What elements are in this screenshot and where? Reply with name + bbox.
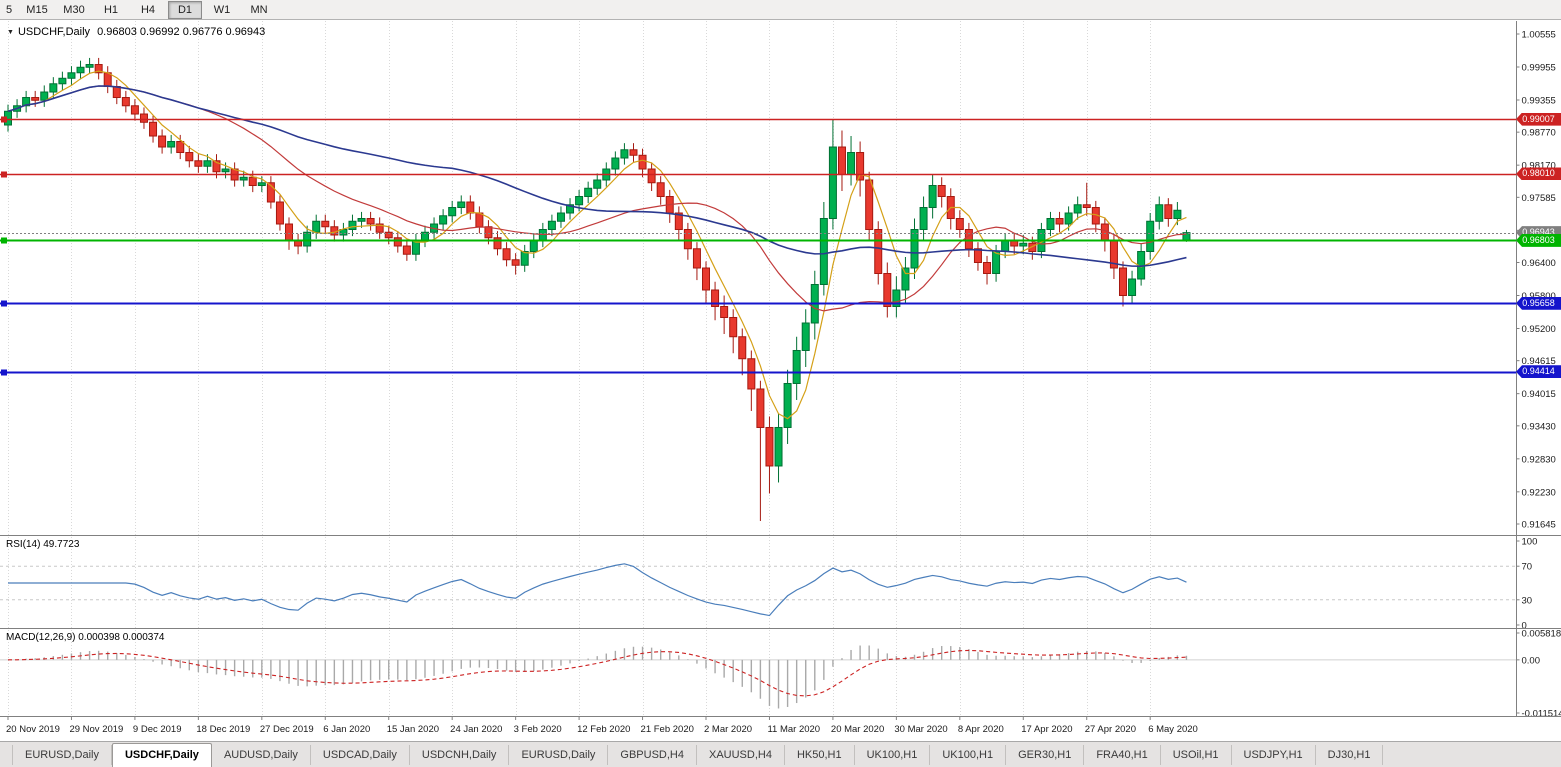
svg-text:0.93430: 0.93430 <box>1522 421 1556 432</box>
svg-text:24 Jan 2020: 24 Jan 2020 <box>450 724 502 735</box>
timeframe-button-h1[interactable]: H1 <box>103 3 119 16</box>
svg-text:0.94615: 0.94615 <box>1522 356 1556 367</box>
svg-text:0.95800: 0.95800 <box>1522 291 1556 302</box>
chart-tab-gbpusd-h4[interactable]: GBPUSD,H4 <box>608 745 697 765</box>
svg-text:20 Nov 2019: 20 Nov 2019 <box>6 724 60 735</box>
timeframe-button-w1[interactable]: W1 <box>213 3 231 16</box>
chart-tab-ger30-h1[interactable]: GER30,H1 <box>1006 745 1085 765</box>
svg-text:6 Jan 2020: 6 Jan 2020 <box>323 724 370 735</box>
svg-text:1.00555: 1.00555 <box>1522 30 1556 41</box>
svg-text:0.94015: 0.94015 <box>1522 389 1556 400</box>
svg-text:30 Mar 2020: 30 Mar 2020 <box>894 724 947 735</box>
rsi-line <box>8 563 1187 617</box>
chart-tab-uk100-h1[interactable]: UK100,H1 <box>855 745 931 765</box>
horizontal-levels-layer <box>0 116 1516 376</box>
chart-tab-usdjpy-h1[interactable]: USDJPY,H1 <box>1232 745 1316 765</box>
chart-tab-usdchf-daily[interactable]: USDCHF,Daily <box>111 743 212 767</box>
svg-text:30: 30 <box>1522 595 1533 606</box>
svg-text:12 Feb 2020: 12 Feb 2020 <box>577 724 630 735</box>
chart-tab-usdcnh-daily[interactable]: USDCNH,Daily <box>410 745 510 765</box>
svg-text:0: 0 <box>1522 621 1527 632</box>
chart-area[interactable]: 1.00555 0.99955 0.99355 0.98770 0.98170 0.975… <box>0 21 1561 741</box>
chart-tab-dj30-h1[interactable]: DJ30,H1 <box>1316 745 1384 765</box>
price-chart[interactable]: 1.00555 0.99955 0.99355 0.98770 0.98170 0.975… <box>0 21 1561 741</box>
chart-tab-xauusd-h4[interactable]: XAUUSD,H4 <box>697 745 785 765</box>
svg-text:11 Mar 2020: 11 Mar 2020 <box>767 724 820 735</box>
timeframe-button-h4[interactable]: H4 <box>140 3 156 16</box>
svg-text:0.97585: 0.97585 <box>1522 193 1556 204</box>
svg-text:100: 100 <box>1522 537 1538 548</box>
timeframe-button-mn[interactable]: MN <box>250 3 268 16</box>
svg-text:9 Dec 2019: 9 Dec 2019 <box>133 724 182 735</box>
svg-text:0.96400: 0.96400 <box>1522 258 1556 269</box>
svg-text:0.99355: 0.99355 <box>1522 95 1556 106</box>
chart-tab-eurusd-daily[interactable]: EURUSD,Daily <box>509 745 609 765</box>
timeframe-button-5[interactable]: 5 <box>5 3 13 16</box>
svg-text:27 Apr 2020: 27 Apr 2020 <box>1085 724 1136 735</box>
chart-tab-bar: EURUSD,Daily USDCHF,Daily AUDUSD,Daily USDC… <box>0 741 1561 767</box>
ma-line-fast <box>7 70 1187 420</box>
timeframe-button-m15[interactable]: M15 <box>26 3 48 16</box>
macd-signal-line <box>7 649 1187 697</box>
svg-text:0.005818: 0.005818 <box>1522 629 1561 640</box>
time-axis-labels: 20 Nov 2019 29 Nov 2019 9 Dec 2019 18 Dec 2… <box>6 717 1198 735</box>
chart-background <box>0 21 1561 741</box>
chart-tab-usoil-h1[interactable]: USOil,H1 <box>1161 745 1232 765</box>
svg-text:0.00: 0.00 <box>1522 655 1541 666</box>
timeframe-toolbar: 5 M15 M30 H1 H4 D1 W1 MN <box>0 0 1561 20</box>
svg-text:17 Apr 2020: 17 Apr 2020 <box>1021 724 1072 735</box>
svg-text:20 Mar 2020: 20 Mar 2020 <box>831 724 884 735</box>
chart-tab-usdcad-daily[interactable]: USDCAD,Daily <box>311 745 410 765</box>
svg-text:27 Dec 2019: 27 Dec 2019 <box>260 724 314 735</box>
chart-tab-fra40-h1[interactable]: FRA40,H1 <box>1084 745 1161 765</box>
svg-text:29 Nov 2019: 29 Nov 2019 <box>69 724 123 735</box>
svg-text:-0.011514: -0.011514 <box>1522 709 1561 720</box>
chart-tab-audusd-daily[interactable]: AUDUSD,Daily <box>212 745 311 765</box>
svg-text:0.98770: 0.98770 <box>1522 128 1556 139</box>
timeframe-button-d1[interactable]: D1 <box>168 0 202 19</box>
svg-text:21 Feb 2020: 21 Feb 2020 <box>641 724 694 735</box>
svg-text:0.91645: 0.91645 <box>1522 519 1556 530</box>
chart-tab-hk50-h1[interactable]: HK50,H1 <box>785 745 855 765</box>
svg-text:6 May 2020: 6 May 2020 <box>1148 724 1198 735</box>
svg-text:0.92830: 0.92830 <box>1522 454 1556 465</box>
timeframe-button-m30[interactable]: M30 <box>63 3 85 16</box>
svg-text:3 Feb 2020: 3 Feb 2020 <box>514 724 562 735</box>
svg-text:70: 70 <box>1522 562 1533 573</box>
chart-tab-uk100-h1[interactable]: UK100,H1 <box>930 745 1007 765</box>
svg-text:0.96985: 0.96985 <box>1522 226 1556 237</box>
svg-text:2 Mar 2020: 2 Mar 2020 <box>704 724 752 735</box>
svg-text:0.95200: 0.95200 <box>1522 324 1556 335</box>
ma-line-slow <box>7 85 1187 267</box>
svg-text:18 Dec 2019: 18 Dec 2019 <box>196 724 250 735</box>
svg-text:0.98170: 0.98170 <box>1522 161 1556 172</box>
svg-text:15 Jan 2020: 15 Jan 2020 <box>387 724 439 735</box>
grid-layer <box>8 21 1151 717</box>
svg-text:0.99955: 0.99955 <box>1522 62 1556 73</box>
axis-labels: 1.00555 0.99955 0.99355 0.98770 0.98170 0.975… <box>1516 30 1561 720</box>
svg-text:0.92230: 0.92230 <box>1522 487 1556 498</box>
svg-text:8 Apr 2020: 8 Apr 2020 <box>958 724 1004 735</box>
chart-tab-eurusd-daily[interactable]: EURUSD,Daily <box>12 745 112 765</box>
